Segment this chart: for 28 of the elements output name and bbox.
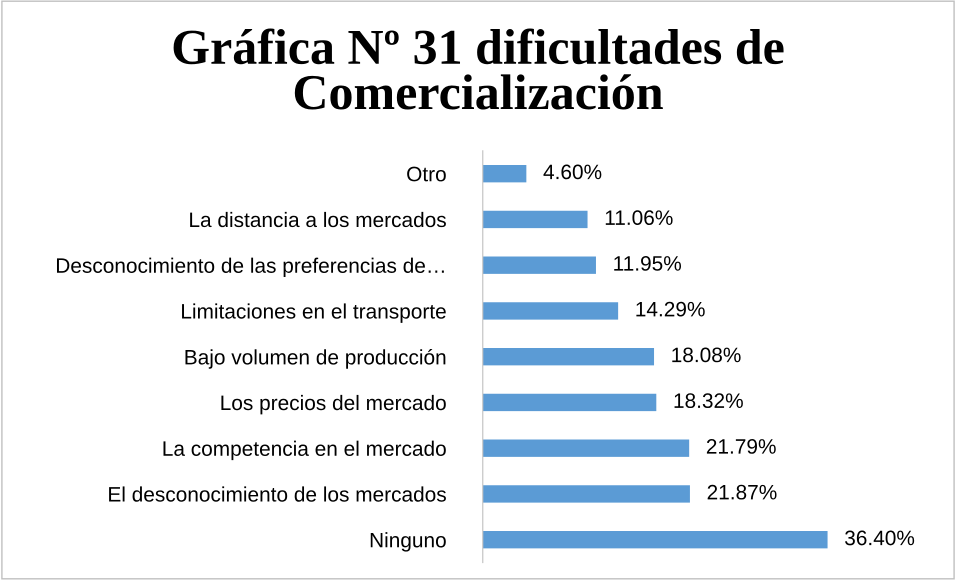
y-tick-label: Ninguno xyxy=(370,532,446,552)
data-label: 36.40% xyxy=(845,530,914,546)
data-label: 21.87% xyxy=(708,484,777,500)
y-tick-label: Bajo volumen de producción xyxy=(185,349,446,369)
data-label: 11.06% xyxy=(606,210,673,226)
chart-title: Gráfica Nº 31 dificultades de Comercialización xyxy=(174,28,784,110)
data-label: 18.32% xyxy=(674,393,743,408)
data-label: 14.29% xyxy=(636,302,705,317)
bar xyxy=(482,531,828,548)
y-tick-label: El desconocimiento de los mercados xyxy=(109,486,446,502)
y-tick-label: Otro xyxy=(407,166,446,182)
bar xyxy=(482,210,588,228)
bar xyxy=(482,164,526,182)
y-tick-label: La distancia a los mercados xyxy=(190,212,446,228)
data-label: 11.95% xyxy=(614,256,682,271)
bar xyxy=(482,485,690,503)
bar xyxy=(482,440,690,457)
y-tick-label: Los precios del mercado xyxy=(221,394,446,414)
y-tick-label: La competencia en el mercado xyxy=(164,440,446,460)
y-tick-label: Desconocimiento de las preferencias de… xyxy=(56,258,444,278)
y-tick-label: Limitaciones en el transporte xyxy=(182,303,446,323)
data-label: 21.79% xyxy=(706,439,776,454)
bar xyxy=(482,256,596,274)
data-label: 18.08% xyxy=(672,348,741,362)
bar xyxy=(482,394,656,412)
bar xyxy=(482,348,654,366)
bar xyxy=(482,302,618,320)
data-label: 4.60% xyxy=(543,164,602,180)
